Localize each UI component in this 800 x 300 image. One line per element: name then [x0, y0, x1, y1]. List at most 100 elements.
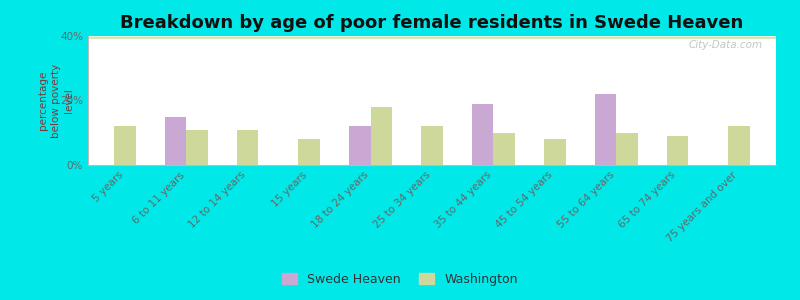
Bar [88, 37, 776, 38]
Bar [88, 37, 776, 38]
Bar [88, 37, 776, 38]
Bar [88, 36, 776, 38]
Bar [88, 37, 776, 38]
Bar [88, 37, 776, 38]
Bar [88, 36, 776, 38]
Bar [616, 133, 638, 165]
Bar [88, 37, 776, 38]
Bar [88, 36, 776, 38]
Bar [88, 36, 776, 37]
Bar [88, 37, 776, 38]
Bar [88, 37, 776, 38]
Bar [88, 37, 776, 38]
Bar [88, 37, 776, 39]
Bar [422, 126, 442, 165]
Bar [114, 126, 136, 165]
Bar [88, 37, 776, 38]
Bar [88, 37, 776, 39]
Bar [298, 139, 320, 165]
Bar [88, 36, 776, 37]
Bar [88, 37, 776, 38]
Bar [88, 36, 776, 38]
Bar [88, 37, 776, 38]
Bar [88, 37, 776, 38]
Bar [88, 37, 776, 38]
Bar [88, 36, 776, 37]
Bar [237, 130, 258, 165]
Bar [88, 36, 776, 38]
Bar [88, 37, 776, 38]
Bar [88, 37, 776, 38]
Bar [88, 36, 776, 38]
Bar [88, 37, 776, 38]
Bar [88, 37, 776, 38]
Bar [88, 37, 776, 38]
Bar [544, 139, 566, 165]
Bar [88, 37, 776, 38]
Bar [88, 36, 776, 38]
Bar [88, 36, 776, 38]
Bar [88, 37, 776, 38]
Text: City-Data.com: City-Data.com [688, 40, 762, 50]
Bar [88, 36, 776, 38]
Bar [88, 37, 776, 38]
Bar [88, 37, 776, 38]
Bar [88, 37, 776, 38]
Bar [88, 36, 776, 38]
Bar [370, 107, 392, 165]
Bar [88, 37, 776, 38]
Bar [88, 37, 776, 38]
Bar [88, 37, 776, 38]
Bar [88, 37, 776, 38]
Bar [88, 36, 776, 38]
Bar [88, 37, 776, 38]
Bar [88, 36, 776, 38]
Bar [88, 36, 776, 38]
Bar [88, 37, 776, 38]
Bar [88, 36, 776, 38]
Bar [88, 37, 776, 38]
Bar [594, 94, 616, 165]
Bar [88, 36, 776, 38]
Bar [88, 36, 776, 38]
Bar [88, 37, 776, 38]
Bar [88, 37, 776, 38]
Bar [88, 37, 776, 38]
Bar [88, 36, 776, 38]
Bar [88, 36, 776, 38]
Bar [88, 37, 776, 38]
Bar [88, 36, 776, 38]
Bar [88, 37, 776, 38]
Bar [88, 37, 776, 38]
Bar [88, 37, 776, 38]
Bar [728, 126, 750, 165]
Bar [88, 36, 776, 38]
Bar [88, 37, 776, 38]
Bar [88, 37, 776, 38]
Bar [88, 37, 776, 38]
Bar [88, 36, 776, 38]
Bar [88, 37, 776, 38]
Bar [88, 37, 776, 38]
Legend: Swede Heaven, Washington: Swede Heaven, Washington [277, 268, 523, 291]
Bar [88, 36, 776, 37]
Bar [88, 37, 776, 38]
Bar [667, 136, 689, 165]
Bar [88, 37, 776, 38]
Bar [349, 126, 370, 165]
Bar [88, 37, 776, 38]
Bar [88, 36, 776, 38]
Bar [88, 37, 776, 38]
Bar [88, 36, 776, 38]
Bar [88, 37, 776, 38]
Bar [88, 37, 776, 38]
Bar [88, 36, 776, 38]
Bar [88, 37, 776, 38]
Bar [88, 36, 776, 38]
Bar [88, 36, 776, 38]
Bar [88, 37, 776, 38]
Bar [88, 37, 776, 38]
Bar [88, 37, 776, 38]
Bar [88, 36, 776, 38]
Bar [88, 37, 776, 38]
